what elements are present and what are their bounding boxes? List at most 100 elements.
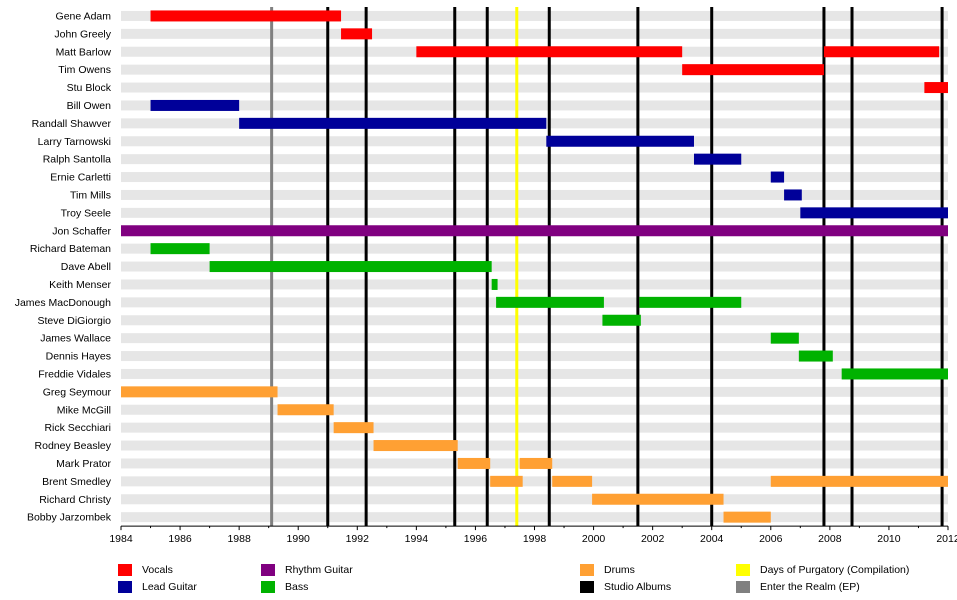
- legend-swatch-compilation: [736, 564, 750, 576]
- bar-matt-barlow-vocals: [823, 46, 940, 58]
- bar-tim-mills-lead: [784, 189, 802, 201]
- bar-rodney-beasley-drums: [373, 440, 458, 452]
- member-label-ernie-carletti: Ernie Carletti: [50, 172, 111, 184]
- member-label-tim-mills: Tim Mills: [70, 189, 111, 201]
- bar-james-macdonough-bass: [496, 296, 604, 308]
- bar-jon-schaffer-rhythm: [121, 225, 948, 237]
- member-label-jon-schaffer: Jon Schaffer: [52, 225, 111, 237]
- x-tick-label-2012: 2012: [936, 533, 957, 545]
- legend-swatch-rhythm-guitar: [261, 564, 275, 576]
- x-tick-label-1984: 1984: [109, 533, 133, 545]
- x-tick-label-2004: 2004: [700, 533, 724, 545]
- bar-steve-digiorgio-bass: [602, 314, 641, 326]
- member-label-gene-adam: Gene Adam: [56, 10, 112, 22]
- x-tick-label-2002: 2002: [641, 533, 665, 545]
- row-stripe: [121, 154, 948, 165]
- x-tick-label-1992: 1992: [346, 533, 370, 545]
- bar-tim-owens-vocals: [682, 64, 824, 76]
- row-stripe: [121, 64, 948, 75]
- x-tick-label-2006: 2006: [759, 533, 783, 545]
- x-tick-label-2010: 2010: [877, 533, 901, 545]
- row-stripe: [121, 333, 948, 344]
- bar-keith-menser-bass: [491, 278, 498, 290]
- row-stripe: [121, 512, 948, 523]
- row-stripe: [121, 207, 948, 218]
- member-label-brent-smedley: Brent Smedley: [42, 476, 112, 488]
- member-label-richard-bateman: Richard Bateman: [30, 243, 111, 255]
- bar-gene-adam-vocals: [150, 10, 342, 22]
- member-label-bill-owen: Bill Owen: [67, 100, 112, 112]
- row-stripe: [121, 386, 948, 397]
- legend-label-compilation: Days of Purgatory (Compilation): [760, 564, 910, 576]
- row-stripe: [121, 243, 948, 254]
- row-stripe: [121, 422, 948, 433]
- member-label-steve-digiorgio: Steve DiGiorgio: [37, 315, 111, 327]
- member-label-greg-seymour: Greg Seymour: [43, 386, 112, 398]
- legend-item-drums: Drums: [580, 564, 635, 576]
- member-label-freddie-vidales: Freddie Vidales: [38, 368, 111, 380]
- member-label-rick-secchiari: Rick Secchiari: [44, 422, 111, 434]
- row-stripe: [121, 476, 948, 487]
- row-stripe: [121, 189, 948, 200]
- bar-brent-smedley-drums: [490, 475, 523, 487]
- member-label-mike-mcgill: Mike McGill: [57, 404, 111, 416]
- legend-swatch-studio-albums: [580, 581, 594, 593]
- member-label-bobby-jarzombek: Bobby Jarzombek: [27, 512, 112, 524]
- row-stripe: [121, 440, 948, 451]
- bar-ernie-carletti-lead: [770, 171, 785, 183]
- member-label-larry-tarnowski: Larry Tarnowski: [38, 136, 111, 148]
- bar-mark-prator-drums: [519, 457, 553, 469]
- row-stripe: [121, 172, 948, 183]
- legend-swatch-lead-guitar: [118, 581, 132, 593]
- bar-mark-prator-drums: [457, 457, 491, 469]
- legend-label-lead-guitar: Lead Guitar: [142, 581, 197, 593]
- member-label-keith-menser: Keith Menser: [49, 279, 111, 291]
- legend-swatch-ep: [736, 581, 750, 593]
- x-tick-label-1998: 1998: [523, 533, 547, 545]
- bar-ralph-santolla-lead: [693, 153, 742, 165]
- member-label-stu-block: Stu Block: [67, 82, 112, 94]
- row-stripe: [121, 279, 948, 290]
- member-label-dennis-hayes: Dennis Hayes: [46, 351, 111, 363]
- row-stripe: [121, 100, 948, 111]
- bar-stu-block-vocals: [924, 82, 948, 94]
- x-tick-label-1996: 1996: [464, 533, 488, 545]
- legend-item-studio-albums: Studio Albums: [580, 581, 671, 593]
- member-label-richard-christy: Richard Christy: [39, 494, 112, 506]
- bar-bobby-jarzombek-drums: [723, 511, 771, 523]
- member-label-tim-owens: Tim Owens: [58, 64, 111, 76]
- row-stripe: [121, 351, 948, 362]
- x-tick-label-1988: 1988: [227, 533, 251, 545]
- x-tick-label-2008: 2008: [818, 533, 842, 545]
- row-stripe: [121, 10, 948, 21]
- row-stripe: [121, 136, 948, 147]
- member-label-john-greely: John Greely: [54, 28, 111, 40]
- bar-greg-seymour-drums: [121, 386, 278, 398]
- bar-troy-seele-lead: [800, 207, 948, 219]
- bar-brent-smedley-drums: [770, 475, 948, 487]
- member-label-james-macdonough: James MacDonough: [15, 297, 111, 309]
- legend-item-bass: Bass: [261, 581, 308, 593]
- bar-larry-tarnowski-lead: [546, 135, 694, 147]
- row-stripe: [121, 82, 948, 93]
- legend-label-drums: Drums: [604, 564, 635, 576]
- member-label-rodney-beasley: Rodney Beasley: [35, 440, 112, 452]
- member-label-dave-abell: Dave Abell: [61, 261, 111, 273]
- legend-swatch-drums: [580, 564, 594, 576]
- bar-richard-bateman-bass: [150, 243, 210, 255]
- legend-label-vocals: Vocals: [142, 564, 173, 576]
- bar-richard-christy-drums: [592, 493, 724, 505]
- bar-dave-abell-bass: [209, 261, 492, 273]
- legend-label-rhythm-guitar: Rhythm Guitar: [285, 564, 353, 576]
- member-label-ralph-santolla: Ralph Santolla: [43, 154, 111, 166]
- legend-label-ep: Enter the Realm (EP): [760, 581, 860, 593]
- member-label-mark-prator: Mark Prator: [56, 458, 111, 470]
- member-label-randall-shawver: Randall Shawver: [32, 118, 112, 130]
- bar-james-wallace-bass: [770, 332, 799, 344]
- bar-randall-shawver-lead: [239, 117, 547, 129]
- legend-label-studio-albums: Studio Albums: [604, 581, 672, 593]
- bar-brent-smedley-drums: [552, 475, 593, 487]
- x-tick-label-1994: 1994: [405, 533, 429, 545]
- bar-john-greely-vocals: [341, 28, 373, 40]
